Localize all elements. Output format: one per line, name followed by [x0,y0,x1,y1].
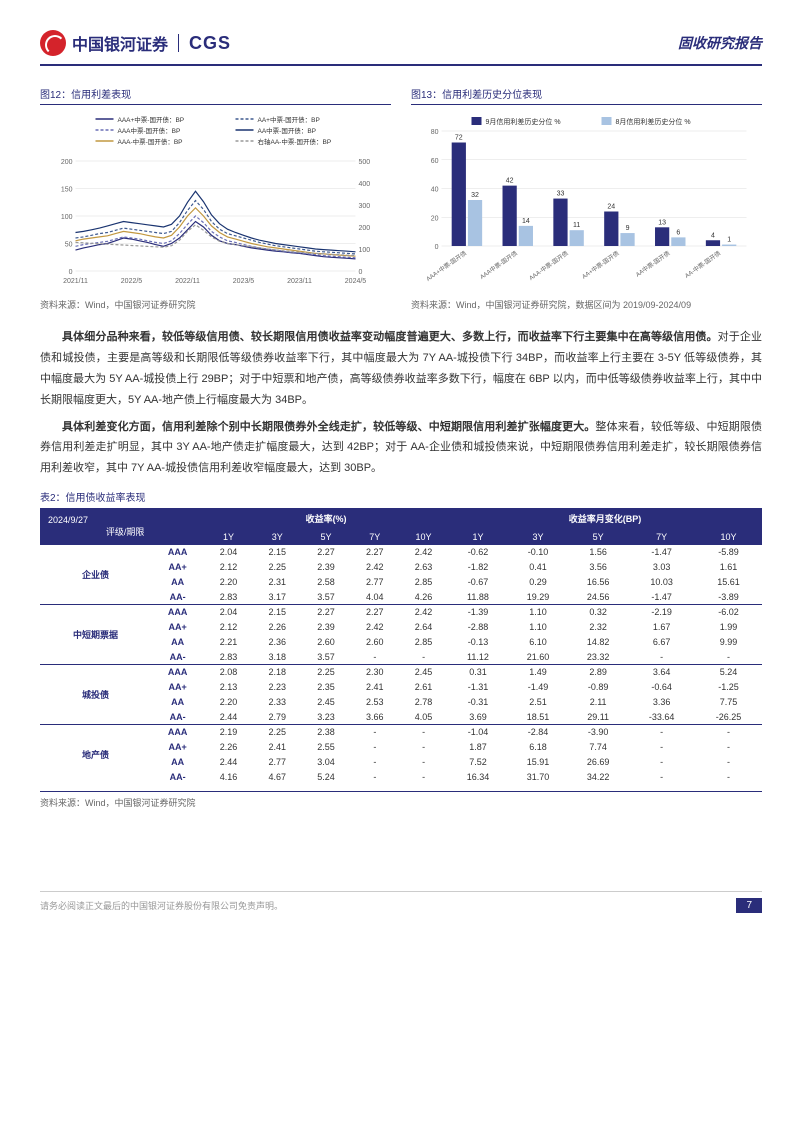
svg-text:14: 14 [522,218,530,225]
svg-text:500: 500 [359,159,371,166]
svg-text:AAA+中票-国开债: AAA+中票-国开债 [425,249,469,283]
svg-text:8月信用利差历史分位 %: 8月信用利差历史分位 % [616,117,691,126]
chart-12-title: 图12：信用利差表现 [40,86,391,105]
company-name-cn: 中国银河证券 [72,31,168,55]
svg-text:20: 20 [431,215,439,222]
svg-text:9: 9 [626,225,630,232]
body-text: 具体细分品种来看，较低等级信用债、较长期限信用债收益率变动幅度普遍更大、多数上行… [40,327,762,479]
svg-text:AAA-中票-国开债: AAA-中票-国开债 [527,249,569,282]
svg-text:AAA中票-国开债：BP: AAA中票-国开债：BP [118,126,181,135]
chart-13-source: 资料来源：Wind，中国银河证券研究院，数据区间为 2019/09-2024/0… [411,298,762,311]
logo-divider [178,34,179,52]
svg-text:400: 400 [359,181,371,188]
svg-text:AAA-中票-国开债：BP: AAA-中票-国开债：BP [118,137,183,146]
svg-text:AAA+中票-国开债：BP: AAA+中票-国开债：BP [118,115,185,124]
svg-text:2024/5: 2024/5 [345,278,367,285]
svg-text:150: 150 [61,187,73,194]
chart-12-source: 资料来源：Wind，中国银河证券研究院 [40,298,391,311]
svg-text:0: 0 [359,269,363,276]
table-2: 2024/9/27评级/期限收益率(%)收益率月变化(BP)1Y3Y5Y7Y10… [40,508,762,785]
para-1-bold: 具体细分品种来看，较低等级信用债、较长期限信用债收益率变动幅度普遍更大、多数上行… [62,331,718,343]
svg-text:100: 100 [359,247,371,254]
svg-text:11: 11 [573,222,580,229]
svg-text:2022/11: 2022/11 [175,278,200,285]
chart-12: AAA+中票-国开债：BP AAA中票-国开债：BP AAA-中票-国开债：BP AA… [40,111,391,291]
svg-text:AA+中票-国开债：BP: AA+中票-国开债：BP [258,115,320,124]
chart-13: 9月信用利差历史分位 % 8月信用利差历史分位 % 0 20 40 60 80 72 32 AAA… [411,111,762,291]
svg-text:40: 40 [431,187,439,194]
page-header: 中国银河证券 CGS 固收研究报告 [40,30,762,66]
svg-text:200: 200 [359,225,371,232]
svg-text:80: 80 [431,129,439,136]
table-2-title: 表2：信用债收益率表现 [40,489,762,504]
svg-text:0: 0 [69,269,73,276]
svg-text:100: 100 [61,214,73,221]
svg-text:AA中票-国开债：BP: AA中票-国开债：BP [258,126,317,135]
svg-text:右轴AA-中票-国开债：BP: 右轴AA-中票-国开债：BP [258,137,332,146]
svg-text:AA中票-国开债: AA中票-国开债 [634,249,671,279]
svg-text:32: 32 [471,192,479,199]
chart-13-block: 图13：信用利差历史分位表现 9月信用利差历史分位 % 8月信用利差历史分位 % 0… [411,86,762,311]
svg-text:AA-中票-国开债: AA-中票-国开债 [683,249,722,280]
svg-text:24: 24 [607,204,615,211]
page-footer: 请务必阅读正文最后的中国银河证券股份有限公司免责声明。 7 [40,891,762,913]
svg-text:33: 33 [557,191,565,198]
svg-text:2021/11: 2021/11 [63,278,88,285]
para-1: 具体细分品种来看，较低等级信用债、较长期限信用债收益率变动幅度普遍更大、多数上行… [40,327,762,411]
svg-text:60: 60 [431,158,439,165]
company-name-en: CGS [189,33,231,54]
chart-12-block: 图12：信用利差表现 AAA+中票-国开债：BP AAA中票-国开债：BP AAA-… [40,86,391,311]
svg-text:AAA中票-国开债: AAA中票-国开债 [478,249,519,281]
svg-text:13: 13 [658,219,666,226]
report-type: 固收研究报告 [678,33,762,53]
page-number: 7 [736,898,762,913]
logo-area: 中国银河证券 CGS [40,30,231,56]
para-2-bold: 具体利差变化方面，信用利差除个别中长期限债券外全线走扩，较低等级、中短期限信用利… [62,421,595,433]
svg-text:1: 1 [727,237,731,244]
svg-text:4: 4 [711,232,715,239]
logo-icon [40,30,66,56]
svg-text:2023/11: 2023/11 [287,278,312,285]
svg-text:42: 42 [506,178,514,185]
svg-text:2023/5: 2023/5 [233,278,255,285]
para-2: 具体利差变化方面，信用利差除个别中长期限债券外全线走扩，较低等级、中短期限信用利… [40,417,762,480]
svg-text:200: 200 [61,159,73,166]
table-2-source: 资料来源：Wind，中国银河证券研究院 [40,791,762,809]
svg-text:0: 0 [435,244,439,251]
disclaimer: 请务必阅读正文最后的中国银河证券股份有限公司免责声明。 [40,899,283,912]
svg-text:AA+中票-国开债: AA+中票-国开债 [580,249,620,281]
svg-text:72: 72 [455,135,463,142]
chart-13-title: 图13：信用利差历史分位表现 [411,86,762,105]
svg-text:50: 50 [65,242,73,249]
svg-text:6: 6 [676,229,680,236]
svg-text:2022/5: 2022/5 [121,278,143,285]
svg-text:300: 300 [359,203,371,210]
svg-text:9月信用利差历史分位 %: 9月信用利差历史分位 % [486,117,561,126]
